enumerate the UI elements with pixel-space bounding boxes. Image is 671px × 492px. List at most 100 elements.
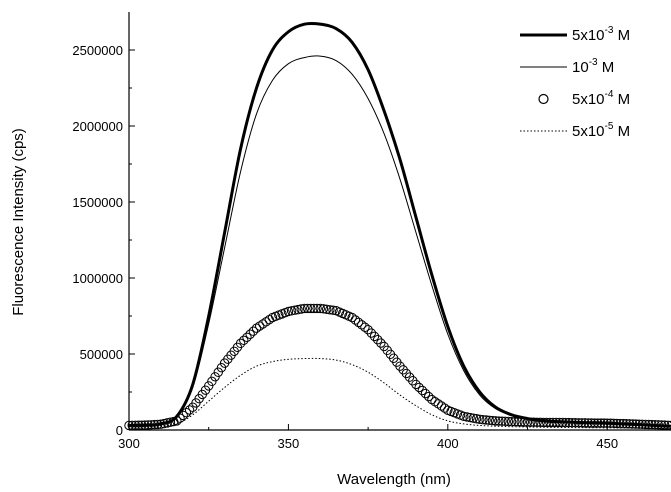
series-2-point bbox=[522, 417, 533, 427]
series-2-point bbox=[146, 420, 157, 430]
legend-label-2: 5x10-4 M bbox=[572, 89, 630, 108]
series-2-point bbox=[162, 418, 172, 428]
series-2-point bbox=[411, 379, 421, 390]
series-0-line bbox=[128, 21, 671, 428]
series-2-point bbox=[567, 417, 577, 428]
series-2-point bbox=[478, 414, 488, 425]
y-tick-label: 1500000 bbox=[72, 195, 123, 210]
series-2-point bbox=[296, 304, 306, 314]
series-2-point bbox=[357, 320, 367, 330]
series-2-point bbox=[516, 417, 526, 427]
series-2-point bbox=[312, 303, 322, 314]
series-2-point bbox=[401, 368, 412, 379]
series-2-point bbox=[659, 420, 670, 430]
series-2-point bbox=[570, 418, 581, 428]
series-2-point bbox=[325, 305, 335, 315]
legend-label-exponent: -5 bbox=[605, 121, 614, 132]
series-2-point bbox=[149, 419, 160, 430]
y-tick-label: 1000000 bbox=[72, 271, 123, 286]
series-2-point bbox=[500, 416, 510, 427]
series-2-point bbox=[436, 401, 447, 411]
series-2-point bbox=[321, 304, 332, 315]
series-2-point bbox=[592, 418, 603, 428]
series-2-point bbox=[172, 416, 182, 426]
series-2-point bbox=[631, 419, 641, 429]
series-2-point bbox=[181, 407, 192, 418]
series-2-point bbox=[159, 418, 169, 429]
series-2-point bbox=[497, 416, 507, 426]
series-2-point bbox=[290, 305, 300, 315]
series-2-point bbox=[503, 416, 514, 427]
series-2-point bbox=[293, 304, 303, 315]
y-axis-title: Fluorescence Intensity (cps) bbox=[10, 128, 27, 316]
series-2-point bbox=[372, 335, 383, 345]
series-2-point bbox=[235, 338, 246, 349]
series-2-point bbox=[513, 417, 523, 427]
series-2-point bbox=[621, 419, 632, 429]
series-2-point bbox=[465, 412, 475, 423]
series-2-point bbox=[366, 328, 377, 338]
legend-label-unit: M bbox=[598, 59, 615, 76]
y-axis: 0 500000 1000000 1500000 2000000 2500000 bbox=[72, 12, 135, 438]
series-2-point bbox=[653, 420, 663, 430]
series-2-point bbox=[471, 414, 482, 424]
series-2-point bbox=[369, 331, 380, 342]
legend-label-unit: M bbox=[613, 91, 630, 108]
series-2-point bbox=[586, 418, 596, 428]
series-2-point bbox=[417, 385, 428, 396]
series-2-point bbox=[510, 417, 520, 427]
series-2-point bbox=[481, 415, 491, 425]
legend-label-unit: M bbox=[613, 27, 630, 44]
series-2-point bbox=[328, 305, 338, 315]
series-2-point bbox=[414, 382, 424, 393]
series-2-point bbox=[519, 417, 530, 427]
series-2-point bbox=[137, 420, 147, 430]
series-2-point bbox=[484, 415, 494, 425]
series-2-point bbox=[255, 321, 265, 331]
series-2-point bbox=[526, 417, 536, 427]
series-2-point bbox=[315, 303, 325, 314]
series-2-point bbox=[363, 324, 373, 335]
series-2-point bbox=[423, 391, 434, 402]
series-2-point bbox=[535, 417, 545, 428]
series-2-point bbox=[140, 420, 150, 430]
series-2-point bbox=[580, 418, 590, 428]
legend-label-exponent: -4 bbox=[605, 89, 614, 100]
series-2-point bbox=[548, 417, 558, 428]
series-2-point bbox=[583, 418, 593, 428]
legend-label-exponent: -3 bbox=[589, 57, 598, 68]
series-2-point bbox=[306, 303, 316, 314]
series-2-point bbox=[309, 303, 319, 314]
series-2-point bbox=[494, 416, 504, 426]
legend-label-0: 5x10-3 M bbox=[572, 25, 630, 44]
series-2-point bbox=[318, 304, 329, 314]
x-tick-label: 450 bbox=[596, 436, 618, 451]
legend-label-base: 5x10 bbox=[572, 27, 605, 44]
series-1-line bbox=[128, 55, 671, 427]
legend-label-base: 5x10 bbox=[572, 123, 605, 140]
y-tick-label: 0 bbox=[116, 423, 123, 438]
series-2-point bbox=[506, 416, 517, 427]
y-tick-label: 2500000 bbox=[72, 43, 123, 58]
y-tick-label: 2000000 bbox=[72, 119, 123, 134]
series-2-point bbox=[184, 405, 195, 415]
series-2-point bbox=[376, 338, 386, 348]
series-2-point bbox=[433, 399, 443, 409]
series-2-point bbox=[554, 417, 565, 428]
series-2-point bbox=[420, 388, 431, 399]
series-2-point bbox=[487, 415, 498, 426]
series-2-point bbox=[532, 417, 542, 427]
series-2-point bbox=[350, 315, 361, 325]
series-2-point bbox=[427, 394, 437, 405]
series-2-point bbox=[156, 419, 166, 429]
series-2-point bbox=[353, 317, 364, 328]
series-2-point bbox=[564, 417, 574, 428]
series-2-point bbox=[596, 418, 606, 428]
series-2-point bbox=[242, 332, 252, 342]
series-2-point bbox=[299, 303, 310, 314]
series-2-point bbox=[408, 376, 418, 386]
series-2-point bbox=[347, 312, 357, 323]
series-2-point bbox=[286, 306, 297, 316]
legend-label-base: 10 bbox=[572, 59, 589, 76]
